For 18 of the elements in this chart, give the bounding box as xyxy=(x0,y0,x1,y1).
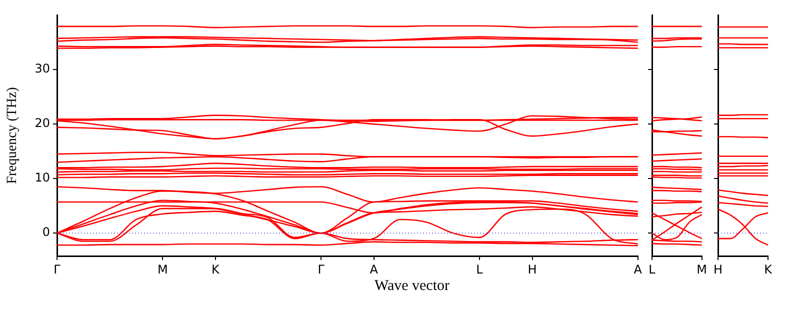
x-tick-label: M xyxy=(157,262,168,276)
x-axis-title: Wave vector xyxy=(374,278,450,295)
x-tick-label: A xyxy=(634,262,643,276)
x-tick-label: Γ xyxy=(318,262,325,276)
y-tick-label: 30 xyxy=(34,62,50,76)
x-tick-label: L xyxy=(476,262,484,276)
x-tick-label: Γ xyxy=(54,262,61,276)
x-tick-label: L xyxy=(648,262,656,276)
x-tick-label: K xyxy=(211,262,220,276)
x-tick-label: K xyxy=(764,262,774,276)
x-tick-label: H xyxy=(713,262,723,276)
y-tick-label: 10 xyxy=(34,170,50,185)
x-tick-label: H xyxy=(528,262,537,276)
x-tick-label: M xyxy=(696,262,708,276)
y-tick-label: 20 xyxy=(34,116,50,130)
y-axis-title: Frequency (THz) xyxy=(5,86,20,184)
x-tick-label: A xyxy=(370,262,379,276)
y-tick-label: 0 xyxy=(42,225,50,240)
